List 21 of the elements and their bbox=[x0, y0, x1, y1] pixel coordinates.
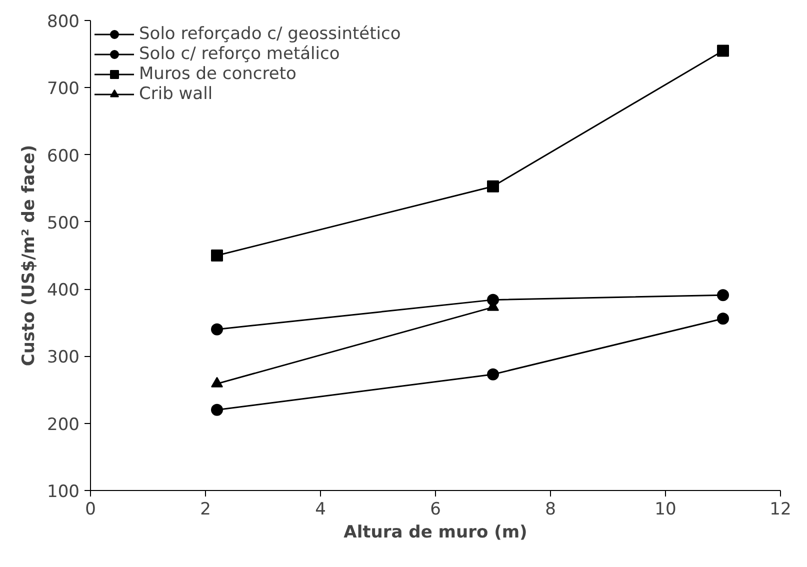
legend-label: Solo c/ reforço metálico bbox=[139, 44, 340, 64]
y-tick-label: 700 bbox=[47, 79, 80, 100]
y-tick-label: 400 bbox=[47, 280, 80, 301]
x-tick-label: 6 bbox=[430, 500, 441, 520]
y-tick-label: 500 bbox=[47, 213, 80, 234]
y-tick-label: 300 bbox=[47, 348, 80, 368]
x-tick-label: 12 bbox=[770, 500, 792, 520]
legend-label: Solo reforçado c/ geossintético bbox=[139, 24, 401, 44]
y-tick-label: 600 bbox=[47, 146, 80, 166]
y-tick-label: 100 bbox=[47, 482, 80, 502]
x-tick-label: 10 bbox=[654, 500, 676, 520]
legend-label: Crib wall bbox=[139, 84, 213, 104]
x-axis-title: Altura de muro (m) bbox=[344, 522, 528, 542]
legend-label: Muros de concreto bbox=[139, 64, 296, 84]
x-tick-label: 0 bbox=[85, 500, 96, 520]
y-tick-label: 800 bbox=[47, 12, 80, 32]
x-tick-label: 2 bbox=[200, 500, 211, 520]
y-axis-title: Custo (US$/m² de face) bbox=[19, 144, 40, 366]
x-tick-label: 8 bbox=[545, 500, 556, 520]
x-tick-label: 4 bbox=[315, 500, 326, 520]
y-tick-label: 200 bbox=[47, 414, 80, 435]
